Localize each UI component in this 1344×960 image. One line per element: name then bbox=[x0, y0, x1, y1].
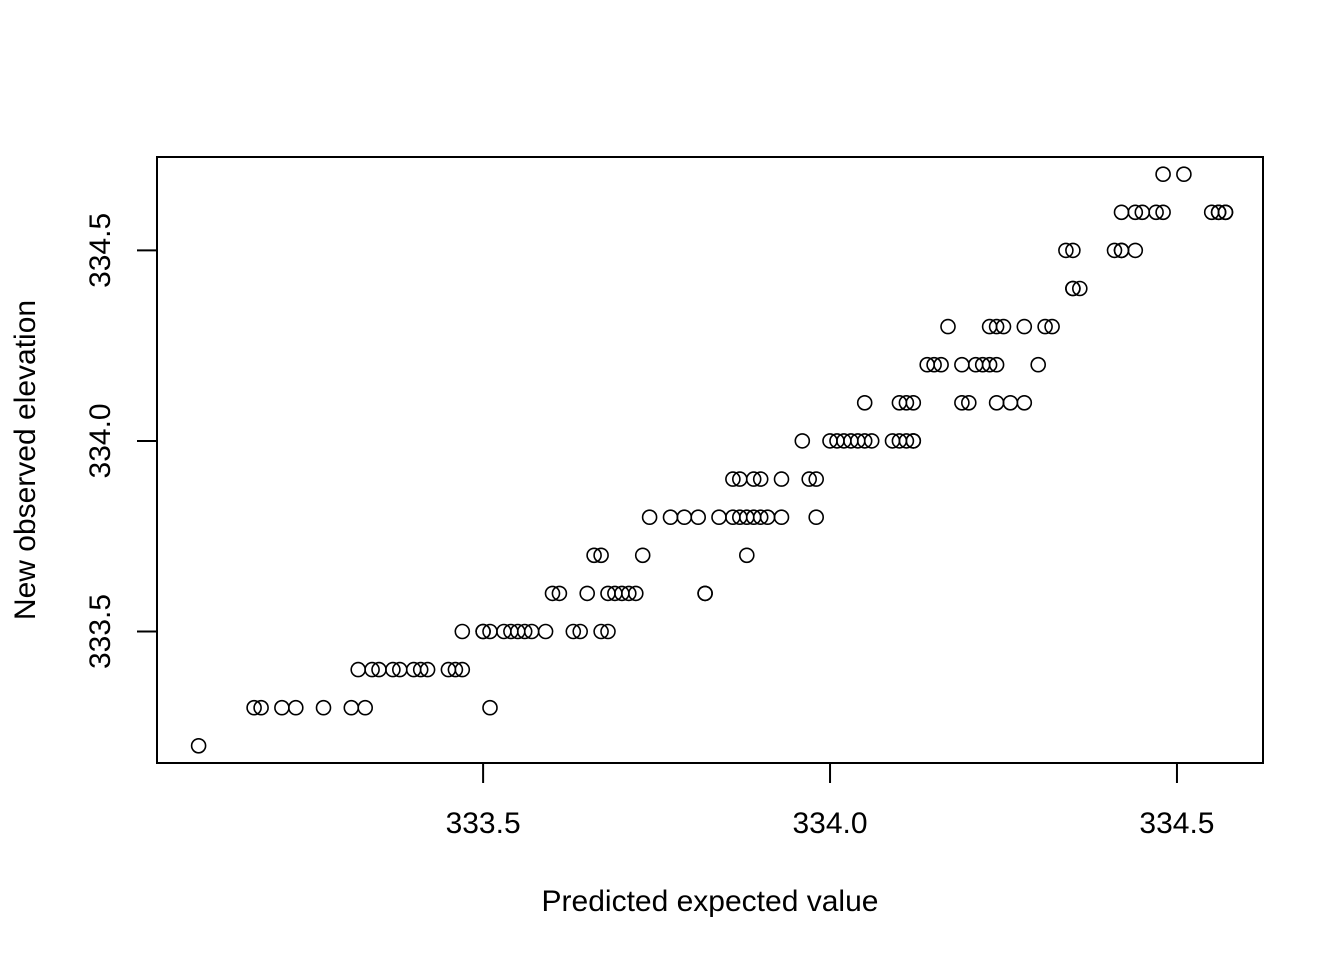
data-point bbox=[794, 433, 811, 449]
data-point bbox=[620, 585, 637, 602]
data-point bbox=[898, 394, 915, 411]
data-point bbox=[801, 471, 818, 487]
data-point bbox=[1058, 242, 1074, 259]
data-point bbox=[1106, 242, 1123, 259]
data-point bbox=[773, 471, 790, 487]
data-point bbox=[1155, 204, 1171, 221]
data-point bbox=[988, 356, 1005, 373]
data-point bbox=[482, 699, 498, 716]
data-point bbox=[516, 623, 533, 640]
data-point bbox=[988, 318, 1005, 335]
data-point bbox=[954, 394, 970, 411]
data-point bbox=[752, 471, 769, 487]
data-point bbox=[246, 699, 262, 716]
data-point bbox=[600, 623, 616, 640]
data-point bbox=[1155, 166, 1171, 182]
data-point bbox=[905, 394, 922, 411]
data-point bbox=[579, 585, 596, 602]
y-tick-label: 334.5 bbox=[84, 213, 117, 288]
data-point bbox=[593, 547, 609, 564]
data-point bbox=[315, 699, 332, 716]
data-point bbox=[1030, 356, 1046, 373]
data-point bbox=[586, 547, 602, 564]
data-point bbox=[475, 623, 491, 640]
data-point bbox=[253, 699, 269, 716]
data-point bbox=[738, 547, 755, 564]
data-point bbox=[357, 699, 374, 716]
data-point bbox=[745, 471, 762, 487]
data-point bbox=[593, 623, 609, 640]
x-tick-label: 333.5 bbox=[446, 807, 521, 840]
plot-frame bbox=[156, 156, 1264, 764]
data-point bbox=[447, 661, 464, 678]
data-point bbox=[1016, 318, 1033, 335]
data-point bbox=[1037, 318, 1053, 335]
x-axis-label: Predicted expected value bbox=[542, 885, 879, 918]
data-point bbox=[808, 509, 825, 526]
data-point bbox=[808, 471, 825, 487]
points-layer bbox=[190, 166, 1234, 754]
data-point bbox=[725, 471, 741, 487]
data-point bbox=[926, 356, 942, 373]
data-point bbox=[1176, 166, 1192, 182]
data-point bbox=[1127, 242, 1144, 259]
data-point bbox=[940, 318, 956, 335]
data-point bbox=[454, 661, 471, 678]
data-point bbox=[385, 661, 401, 678]
data-point bbox=[960, 394, 977, 411]
y-tick-label: 334.0 bbox=[84, 403, 117, 478]
x-axis: 333.5 334.0 334.5 bbox=[446, 763, 1215, 840]
data-point bbox=[1044, 318, 1060, 335]
data-point bbox=[1217, 204, 1234, 221]
data-point bbox=[856, 394, 873, 411]
data-point bbox=[995, 318, 1012, 335]
data-point bbox=[898, 433, 915, 449]
data-point bbox=[537, 623, 554, 640]
data-point bbox=[190, 737, 207, 754]
y-axis-label: New observed elevation bbox=[9, 300, 42, 620]
data-point bbox=[905, 433, 922, 449]
data-point bbox=[565, 623, 582, 640]
data-point bbox=[287, 699, 304, 716]
data-point bbox=[454, 623, 471, 640]
x-tick-label: 334.0 bbox=[792, 807, 867, 840]
data-point bbox=[412, 661, 429, 678]
data-point bbox=[1065, 242, 1081, 259]
data-point bbox=[634, 547, 651, 564]
data-point bbox=[544, 585, 561, 602]
data-point bbox=[419, 661, 436, 678]
data-point bbox=[773, 509, 790, 526]
data-point bbox=[752, 509, 769, 526]
data-point bbox=[1210, 204, 1227, 221]
data-point bbox=[1016, 394, 1033, 411]
data-point bbox=[641, 509, 658, 526]
data-point bbox=[364, 661, 380, 678]
data-point bbox=[981, 356, 998, 373]
data-point bbox=[863, 433, 880, 449]
data-point bbox=[856, 433, 873, 449]
data-point bbox=[933, 356, 949, 373]
data-point bbox=[1148, 204, 1164, 221]
data-point bbox=[690, 509, 707, 526]
data-point bbox=[697, 585, 713, 602]
y-tick-label: 333.5 bbox=[84, 594, 117, 669]
data-point bbox=[627, 585, 644, 602]
data-point bbox=[1072, 280, 1088, 297]
data-point bbox=[1065, 280, 1081, 297]
y-axis: 333.5 334.0 334.5 bbox=[84, 213, 157, 669]
data-point bbox=[551, 585, 568, 602]
data-point bbox=[572, 623, 589, 640]
x-tick-label: 334.5 bbox=[1139, 807, 1214, 840]
data-point bbox=[1127, 204, 1144, 221]
